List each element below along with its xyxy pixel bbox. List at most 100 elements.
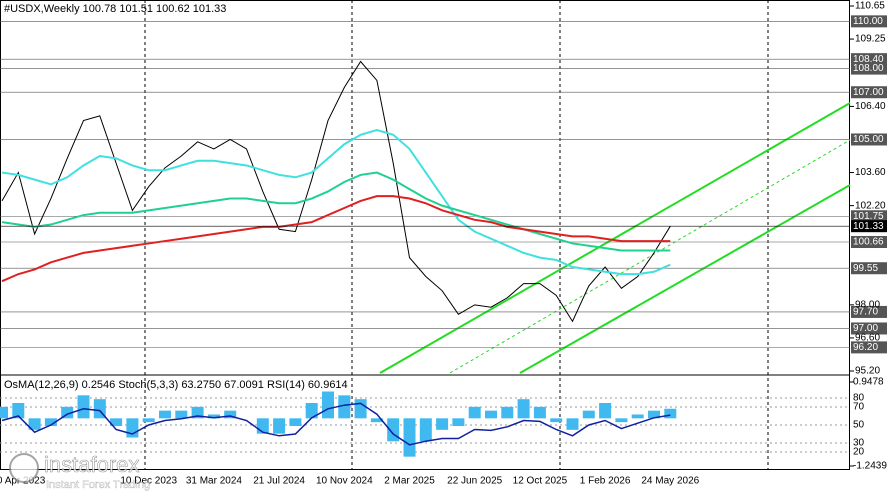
level-box [851, 62, 887, 75]
osma-bar [550, 418, 563, 423]
line [1, 60, 671, 323]
osma-bar [175, 410, 188, 419]
level-label: 107.00 [853, 87, 884, 98]
osma-bar [0, 406, 8, 419]
level-label: 97.70 [853, 307, 878, 318]
level-box [851, 86, 887, 99]
channel-mid [449, 139, 851, 374]
last-price-label: 101.33 [853, 221, 884, 232]
level-label: 99.55 [853, 263, 878, 274]
osma-bar [12, 402, 25, 419]
osma-bar [599, 402, 612, 419]
level-box [851, 322, 887, 335]
osma-bar [533, 406, 546, 419]
osma-bar [664, 408, 677, 419]
y-tick-label: 106.40 [855, 101, 886, 112]
osma-bar [338, 395, 351, 419]
level-label: 108.00 [853, 63, 884, 74]
last-price-box [851, 220, 887, 233]
oscillator-title: OsMA(12,26,9) 0.2546 Stoch(5,3,3) 63.275… [4, 379, 348, 391]
osma-bar [110, 418, 123, 426]
logo-text: instaforex [44, 452, 139, 477]
level-box [851, 262, 887, 275]
separators [144, 0, 769, 470]
x-tick-label: 12 Oct 2025 [513, 476, 568, 487]
osma-bar [419, 418, 432, 442]
osma-bar [501, 406, 514, 419]
y-tick-label: 95.20 [855, 366, 880, 377]
osma-bar [142, 418, 155, 423]
x-tick-label: 24 May 2026 [641, 476, 699, 487]
osma-bar [582, 410, 595, 419]
osma-bar [126, 418, 139, 438]
level-label: 96.20 [853, 342, 878, 353]
frame [0, 0, 850, 470]
logo-tagline: Instant Forex Trading [46, 479, 150, 491]
osma-bar [436, 418, 449, 430]
osma-bar [354, 399, 367, 419]
y-tick-label: 102.20 [855, 200, 886, 211]
osma-bar [61, 406, 74, 419]
x-tick-label: 22 Jun 2025 [447, 476, 502, 487]
x-tick-label: 21 Jul 2024 [253, 476, 305, 487]
osma-bar [468, 406, 481, 419]
osma-bar [28, 418, 41, 430]
osma-bar [289, 418, 302, 426]
osma-bar [322, 391, 334, 419]
level-label: 100.66 [853, 237, 884, 248]
level-box [851, 305, 887, 318]
x-tick-label: 10 Dec 2023 [120, 476, 177, 487]
chart-title: #USDX,Weekly 100.78 101.51 100.62 101.33 [4, 3, 226, 15]
osma-bar [517, 399, 530, 419]
line [1, 128, 671, 276]
osma-bar [452, 418, 465, 426]
x-tick-label: 10 Nov 2024 [316, 476, 373, 487]
logo: instaforex Instant Forex Trading [9, 452, 150, 491]
y-tick-label: 103.60 [855, 167, 886, 178]
osma-bar [615, 418, 628, 423]
osma-bar [224, 410, 237, 419]
y-tick-label: 96.60 [855, 333, 880, 344]
osma-bar [305, 402, 318, 419]
level-label: 110.00 [853, 16, 883, 27]
y-tick-label: 98.00 [855, 299, 880, 310]
y-tick-label: 110.65 [855, 1, 885, 12]
y-tick-label: 80 [853, 393, 865, 404]
x-tick-label: 2 Mar 2025 [384, 476, 435, 487]
level-box [851, 15, 887, 28]
osma-bar [648, 410, 660, 419]
channel [379, 102, 851, 374]
level-box [851, 133, 887, 146]
x-tick-label: 31 Mar 2024 [186, 476, 243, 487]
y-tick-label: 109.25 [855, 34, 886, 45]
level-label: 108.40 [853, 54, 884, 65]
osma-bar [191, 406, 204, 419]
level-label: 105.00 [853, 134, 884, 145]
level-box [851, 236, 887, 249]
y-tick-label: 30 [853, 438, 865, 449]
osma-bar [370, 418, 383, 423]
line [1, 402, 671, 446]
level-box [851, 53, 887, 66]
level-box [851, 341, 887, 354]
y-tick-label: 50 [853, 420, 865, 431]
line [1, 171, 671, 252]
line [1, 195, 671, 283]
y-tick-label: 20 [853, 447, 865, 458]
level-label: 101.75 [853, 211, 884, 222]
y2-tick-label: -1.2439 [853, 461, 887, 472]
osma-bar [273, 418, 286, 434]
osma-bar [207, 414, 220, 419]
y2-tick-label: 0.9478 [853, 377, 884, 388]
osma-bar [77, 395, 90, 419]
x-tick-label: 1 Feb 2026 [580, 476, 631, 487]
level-label: 97.00 [853, 323, 878, 334]
osma-bar [485, 410, 497, 419]
osma-bar [566, 418, 579, 430]
osma-bar [44, 418, 57, 426]
osma-bar [631, 414, 644, 419]
level-box [851, 210, 887, 223]
